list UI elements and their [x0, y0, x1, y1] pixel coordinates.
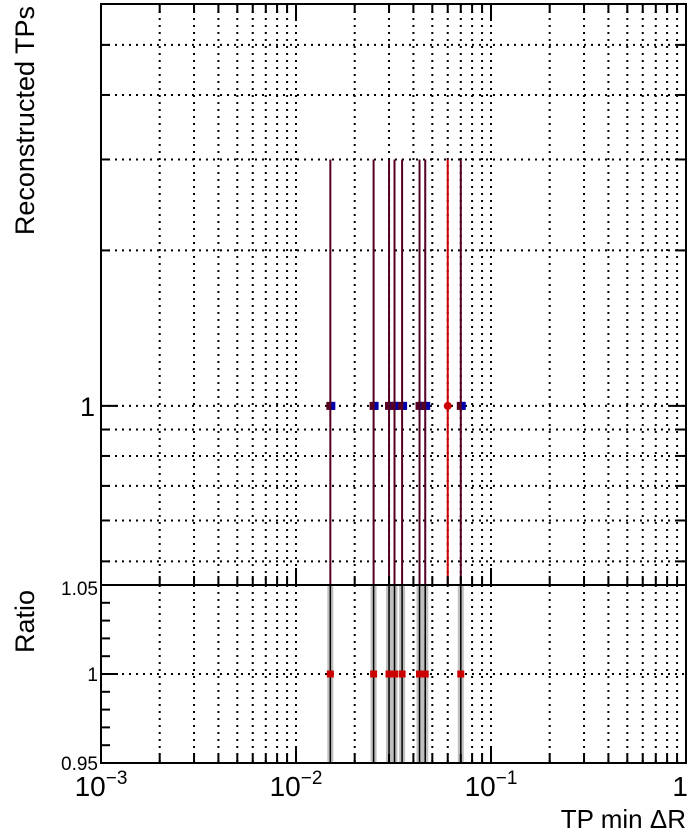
x-tick-label-exponent: −1	[496, 768, 518, 789]
x-tick-label-exponent: −2	[301, 768, 323, 789]
data-point-square	[398, 401, 407, 410]
x-tick-label-exponent: −3	[106, 768, 128, 789]
ratio-y-tick-label: 0.95	[61, 754, 98, 775]
x-tick-label: 10−2	[270, 768, 323, 802]
data-point-overlay	[331, 401, 336, 410]
data-point-overlay	[461, 401, 466, 410]
data-point-overlay	[374, 401, 379, 410]
x-tick-label-base: 10	[465, 771, 496, 802]
ratio-point	[398, 670, 406, 678]
data-point-square	[385, 401, 394, 410]
ratio-point	[421, 670, 429, 678]
x-axis-label: TP min ΔR	[561, 804, 686, 834]
ratio-point	[457, 670, 465, 678]
main-y-tick-labels: 1	[80, 392, 95, 422]
ratio-point	[385, 670, 393, 678]
x-tick-label: 1	[672, 771, 688, 802]
ratio-y-axis-label: Ratio	[10, 590, 40, 653]
ratio-panel: 0.95 1 1.05 Ratio	[10, 579, 687, 775]
main-y-axis-label: Reconstructed TPs	[10, 6, 40, 235]
ratio-frame	[100, 584, 687, 764]
ratio-point	[370, 670, 378, 678]
main-series	[326, 159, 466, 585]
ratio-grid	[101, 585, 686, 763]
data-point-square	[456, 401, 465, 410]
data-point-square	[369, 401, 378, 410]
data-point-square	[390, 401, 399, 410]
ratio-series	[326, 585, 465, 763]
data-point-overlay	[403, 401, 408, 410]
main-panel: 1 Reconstructed TPs	[10, 3, 687, 586]
data-point-square	[415, 401, 424, 410]
data-point-overlay	[426, 401, 431, 410]
ratio-y-tick-labels: 0.95 1 1.05	[61, 579, 98, 775]
x-tick-label-base: 10	[75, 771, 106, 802]
data-point-circle	[443, 401, 452, 410]
data-point-square	[326, 401, 335, 410]
ratio-point	[416, 670, 424, 678]
data-point-overlay	[395, 401, 400, 410]
ratio-y-tick-label: 1.05	[61, 579, 98, 600]
x-tick-label: 10−1	[465, 768, 518, 802]
data-point-square	[421, 401, 430, 410]
ratio-y-tick-label: 1	[87, 665, 98, 686]
x-tick-label-base: 10	[270, 771, 301, 802]
ratio-point	[391, 670, 399, 678]
main-y-tick-label: 1	[80, 392, 95, 422]
x-tick-label: 10−3	[75, 768, 128, 802]
main-grid	[101, 4, 686, 585]
ratio-point	[326, 670, 334, 678]
x-tick-labels: 10−3 10−2 10−1 1	[75, 768, 688, 802]
